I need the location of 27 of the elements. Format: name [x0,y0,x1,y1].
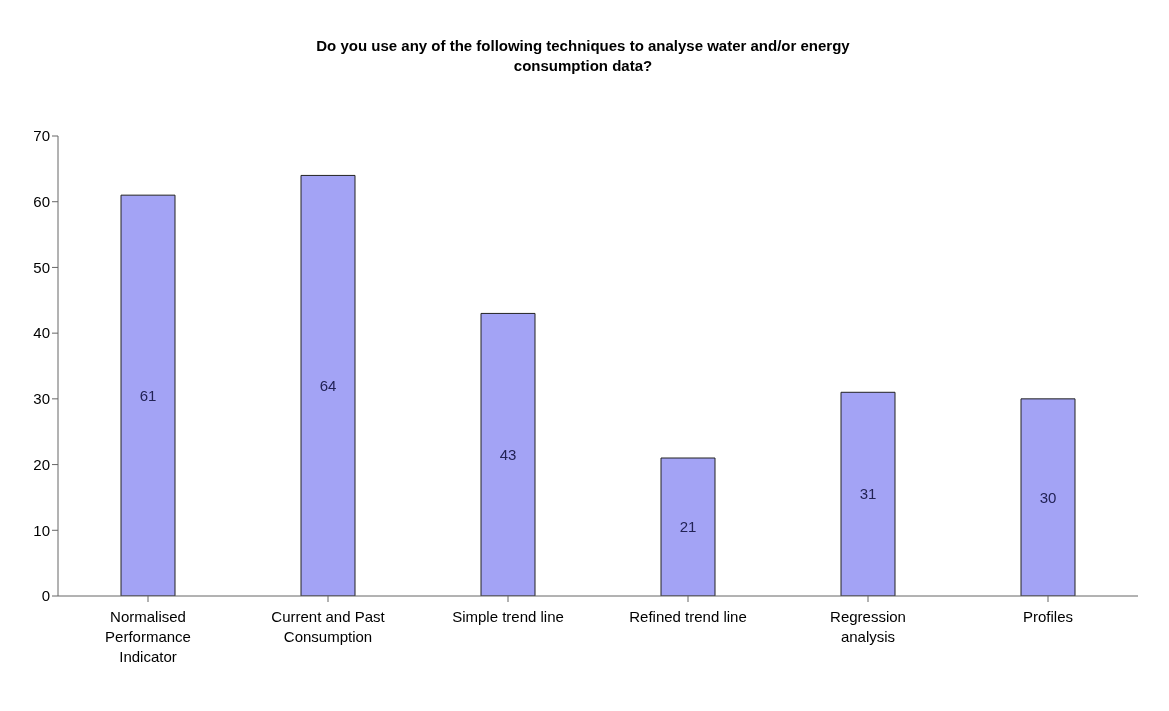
chart-title: Do you use any of the following techniques to analyse water and/or energy consumption data? [315,36,851,76]
bar [480,312,536,596]
bar [1020,398,1076,596]
y-tick-label: 20 [33,455,50,473]
y-tick-label: 30 [33,390,50,408]
data-label: 61 [139,386,157,404]
data-label: 31 [859,485,877,503]
x-tick-label: Simple trend line [452,608,564,625]
y-tick-label: 60 [33,193,50,211]
bar [660,457,716,596]
x-tick-label: Regression analysis [830,608,906,645]
bar [120,194,176,596]
y-tick-label: 70 [33,127,50,145]
y-tick-label: 50 [33,258,50,276]
data-label: 43 [499,446,517,464]
x-tick-label: Current and Past Consumption [271,608,386,645]
y-tick-label: 10 [33,521,50,539]
x-tick-label: Profiles [1022,608,1074,625]
x-tick-label: Refined trend line [629,608,747,625]
bar [300,174,356,596]
data-label: 30 [1039,488,1057,506]
y-tick-label: 40 [33,324,50,342]
y-tick-label: 0 [41,587,50,605]
data-label: 21 [679,518,697,536]
x-tick-label: Normalised Performance Indicator [105,608,191,665]
bar [840,391,896,596]
data-label: 64 [319,377,337,395]
